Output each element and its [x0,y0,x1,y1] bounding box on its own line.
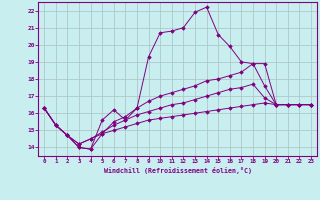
X-axis label: Windchill (Refroidissement éolien,°C): Windchill (Refroidissement éolien,°C) [104,167,252,174]
